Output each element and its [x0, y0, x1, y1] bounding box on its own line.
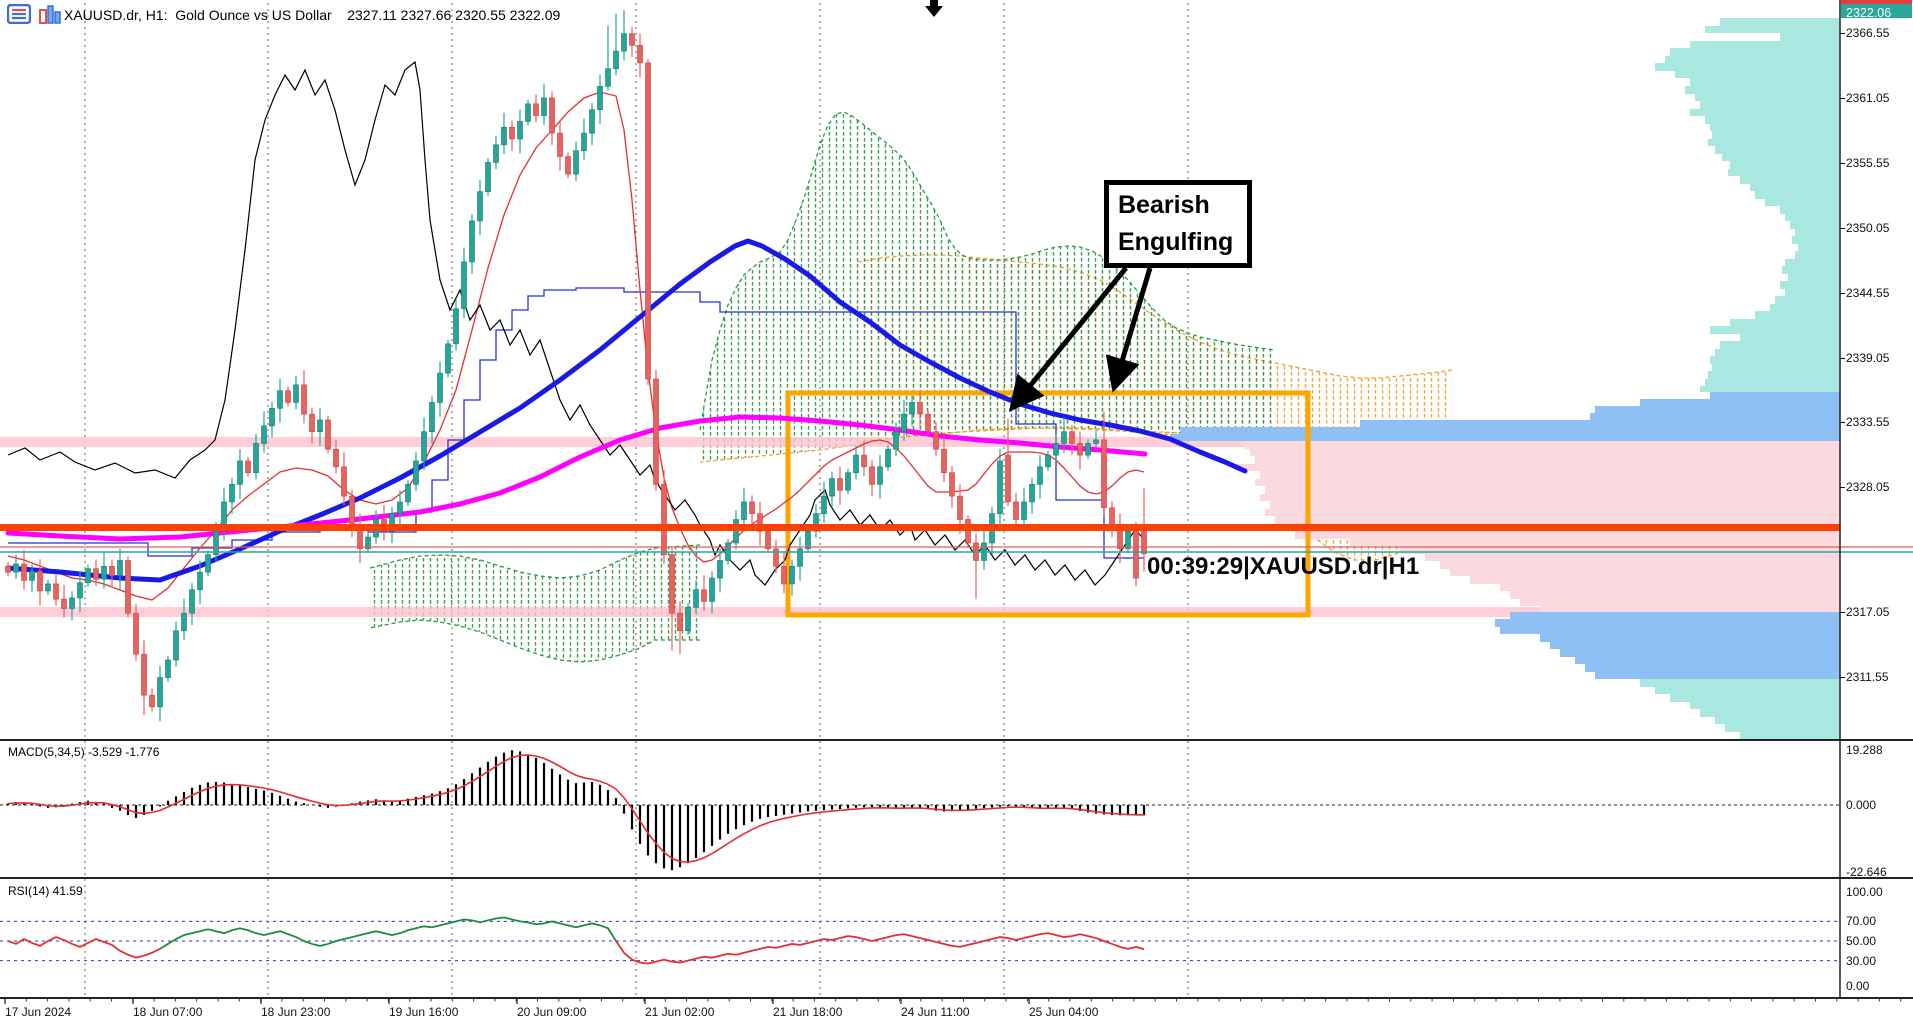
axis-label: 70.00 [1846, 914, 1877, 928]
time-axis-label: 21 Jun 02:00 [645, 1005, 715, 1019]
axis-tick [1840, 98, 1845, 99]
time-axis-label: 20 Jun 09:00 [517, 1005, 587, 1019]
time-axis-label: 25 Jun 04:00 [1029, 1005, 1099, 1019]
axis-tick [1840, 293, 1845, 294]
axis-label: 2344.55 [1846, 286, 1890, 300]
axis-tick [1840, 163, 1845, 164]
rsi-panel [0, 916, 1840, 965]
time-axis-label: 21 Jun 18:00 [773, 1005, 843, 1019]
axis-tick [1840, 33, 1845, 34]
axis-label: 2328.05 [1846, 480, 1890, 494]
axis-label: 0.00 [1846, 979, 1870, 993]
axis-label: 2355.55 [1846, 156, 1890, 170]
horizontal-price-lines [0, 524, 1913, 553]
bar-chart-icon[interactable] [38, 4, 62, 24]
axis-label: 2361.05 [1846, 91, 1890, 105]
axis-label: 2366.55 [1846, 26, 1890, 40]
time-axis-label: 19 Jun 16:00 [389, 1005, 459, 1019]
breakout-zone-rectangle [785, 390, 1311, 618]
bearish-engulfing-line2: Engulfing [1118, 228, 1234, 256]
time-axis-label: 24 Jun 11:00 [901, 1005, 970, 1019]
annotation-arrows [1008, 266, 1153, 412]
axis-tick [1840, 358, 1845, 359]
ma-magenta-thick [5, 414, 1148, 542]
axis-tick [1840, 677, 1845, 678]
axis-label: 2317.05 [1846, 605, 1890, 619]
time-axis-label: 17 Jun 2024 [5, 1005, 72, 1019]
rsi-indicator-label: RSI(14) 41.59 [8, 884, 83, 898]
axis-label: 50.00 [1846, 934, 1877, 948]
axis-label: -22.646 [1846, 865, 1887, 879]
top-sell-arrow-marker [925, 0, 943, 17]
bearish-engulfing-label[interactable]: Bearish Engulfing [1104, 180, 1252, 268]
time-axis-label: 18 Jun 07:00 [133, 1005, 203, 1019]
tenkan-sen-line [7, 91, 1145, 601]
time-axis-ticks [4, 998, 1902, 1004]
axis-label: 2339.05 [1846, 351, 1890, 365]
macd-panel [0, 750, 1840, 871]
axis-tick [1840, 487, 1845, 488]
axis-label: 30.00 [1846, 954, 1877, 968]
day-separators [84, 3, 1189, 996]
axis-label: 19.288 [1846, 743, 1883, 757]
axis-label: 0.000 [1846, 798, 1877, 812]
supply-demand-bands [0, 437, 1840, 617]
axis-label: 2333.55 [1846, 415, 1890, 429]
axis-label: 2350.05 [1846, 221, 1890, 235]
bearish-engulfing-line1: Bearish [1118, 191, 1210, 219]
pane-borders [0, 0, 1913, 999]
axis-tick [1840, 228, 1845, 229]
journal-icon[interactable] [7, 4, 31, 24]
candle-countdown-text: 00:39:29|XAUUSD.dr|H1 [1147, 553, 1420, 580]
overlay-symbol-line [7, 60, 1146, 586]
symbol-title: XAUUSD.dr, H1: Gold Ounce vs US Dollar 2… [64, 7, 561, 23]
macd-indicator-label: MACD(5,34,5) -3.529 -1.776 [8, 745, 160, 759]
ichimoku-cloud-green-small [369, 544, 701, 663]
volume-profile [1170, 18, 1840, 739]
axis-tick [1840, 612, 1845, 613]
axis-label: 2311.55 [1846, 670, 1889, 684]
time-axis-label: 18 Jun 23:00 [261, 1005, 331, 1019]
candlesticks [5, 10, 1147, 722]
current-price-badge: 2322.06 [1841, 0, 1912, 20]
axis-label: 100.00 [1846, 885, 1883, 899]
axis-tick [1840, 422, 1845, 423]
